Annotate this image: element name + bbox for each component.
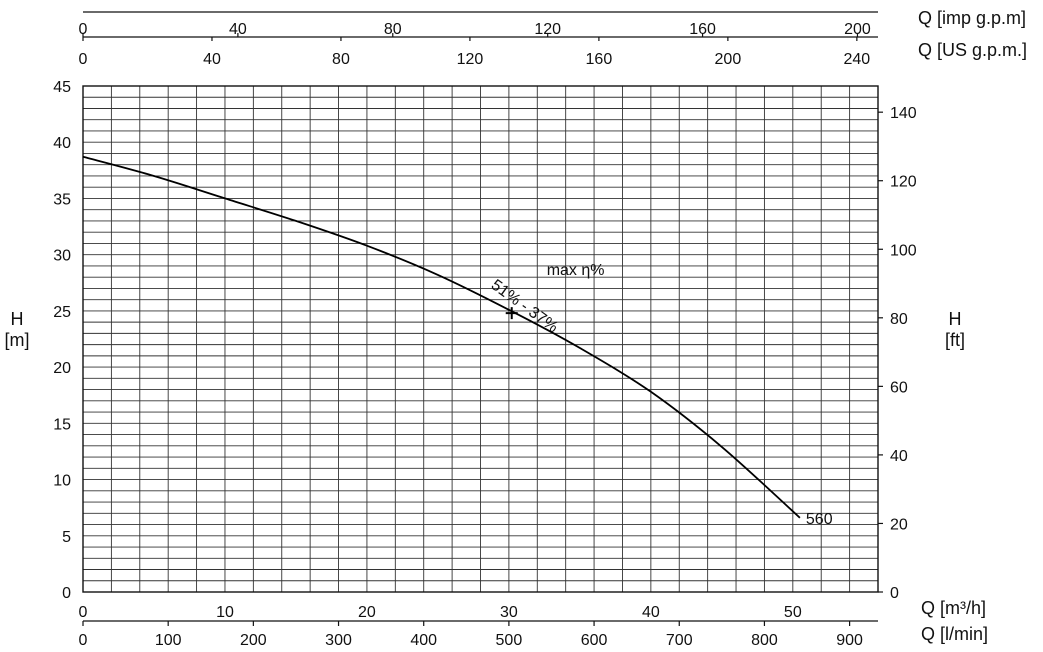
x-top1-tick-label: 80 [384,21,402,38]
x-top2-tick-label: 0 [79,51,88,68]
y-tick-label: 15 [53,416,71,433]
x-top1-tick-label: 200 [844,21,871,38]
y-tick-label: 45 [53,79,71,96]
x-tick-label: 50 [784,604,802,621]
curve-560 [82,155,801,519]
x2-tick-label: 0 [79,632,88,649]
x-tick-label: 10 [216,604,234,621]
x2-tick-label: 100 [155,632,182,649]
y-axis-title-line1: H [11,309,24,329]
x2-tick-label: 700 [666,632,693,649]
x-top2-tick-label: 240 [843,51,870,68]
y-right-tick-label: 20 [890,516,908,533]
x-top1-tick-label: 120 [534,21,561,38]
y-tick-label: 5 [62,529,71,546]
x-tick-label: 0 [79,604,88,621]
y-right-tick-label: 40 [890,448,908,465]
y-axis-title-line2: [m] [5,330,30,350]
x-top1-tick-label: 40 [229,21,247,38]
y-right-tick-label: 0 [890,585,899,602]
curves [82,155,801,519]
y-tick-label: 35 [53,191,71,208]
x-axis-title: Q [m³/h] [921,598,986,618]
x-top1-tick-label: 160 [689,21,716,38]
curve-label-560: 560 [806,511,833,528]
x2-tick-label: 400 [410,632,437,649]
efficiency-label: 51% - 37% [488,277,561,337]
x2-axis-title: Q [l/min] [921,624,988,644]
y-right-axis-title-line2: [ft] [945,330,965,350]
y-tick-label: 10 [53,473,71,490]
x2-tick-label: 200 [240,632,267,649]
y-tick-label: 40 [53,135,71,152]
x-tick-label: 40 [642,604,660,621]
x-top2-tick-label: 80 [332,51,350,68]
x2-tick-label: 600 [581,632,608,649]
plot-frame [82,85,879,593]
best-efficiency-point-marker [505,307,518,320]
x2-tick-label: 300 [325,632,352,649]
x2-tick-label: 900 [836,632,863,649]
y-right-tick-label: 60 [890,379,908,396]
x-top1-axis-title: Q [imp g.p.m] [918,8,1026,28]
x-top1-tick-label: 0 [79,21,88,38]
x-top2-axis-title: Q [US g.p.m.] [918,40,1027,60]
plot-border [82,85,879,593]
axes: 051015202530354045H[m]020406080100120140… [5,8,1028,649]
labels: 560 51% - 37%max η% [488,262,833,528]
y-tick-label: 20 [53,360,71,377]
x-top2-tick-label: 120 [457,51,484,68]
y-right-tick-label: 100 [890,242,917,259]
x-tick-label: 20 [358,604,376,621]
y-right-tick-label: 140 [890,105,917,122]
x-tick-label: 30 [500,604,518,621]
x-top2-tick-label: 40 [203,51,221,68]
y-right-axis-title-line1: H [949,309,962,329]
y-tick-label: 30 [53,248,71,265]
y-right-tick-label: 120 [890,174,917,191]
grid [83,86,878,592]
x2-tick-label: 800 [751,632,778,649]
max-efficiency-annotation: max η% [547,262,605,279]
y-right-tick-label: 80 [890,311,908,328]
x2-tick-label: 500 [496,632,523,649]
y-tick-label: 0 [62,585,71,602]
x-top2-tick-label: 160 [586,51,613,68]
x-top2-tick-label: 200 [715,51,742,68]
y-tick-label: 25 [53,304,71,321]
